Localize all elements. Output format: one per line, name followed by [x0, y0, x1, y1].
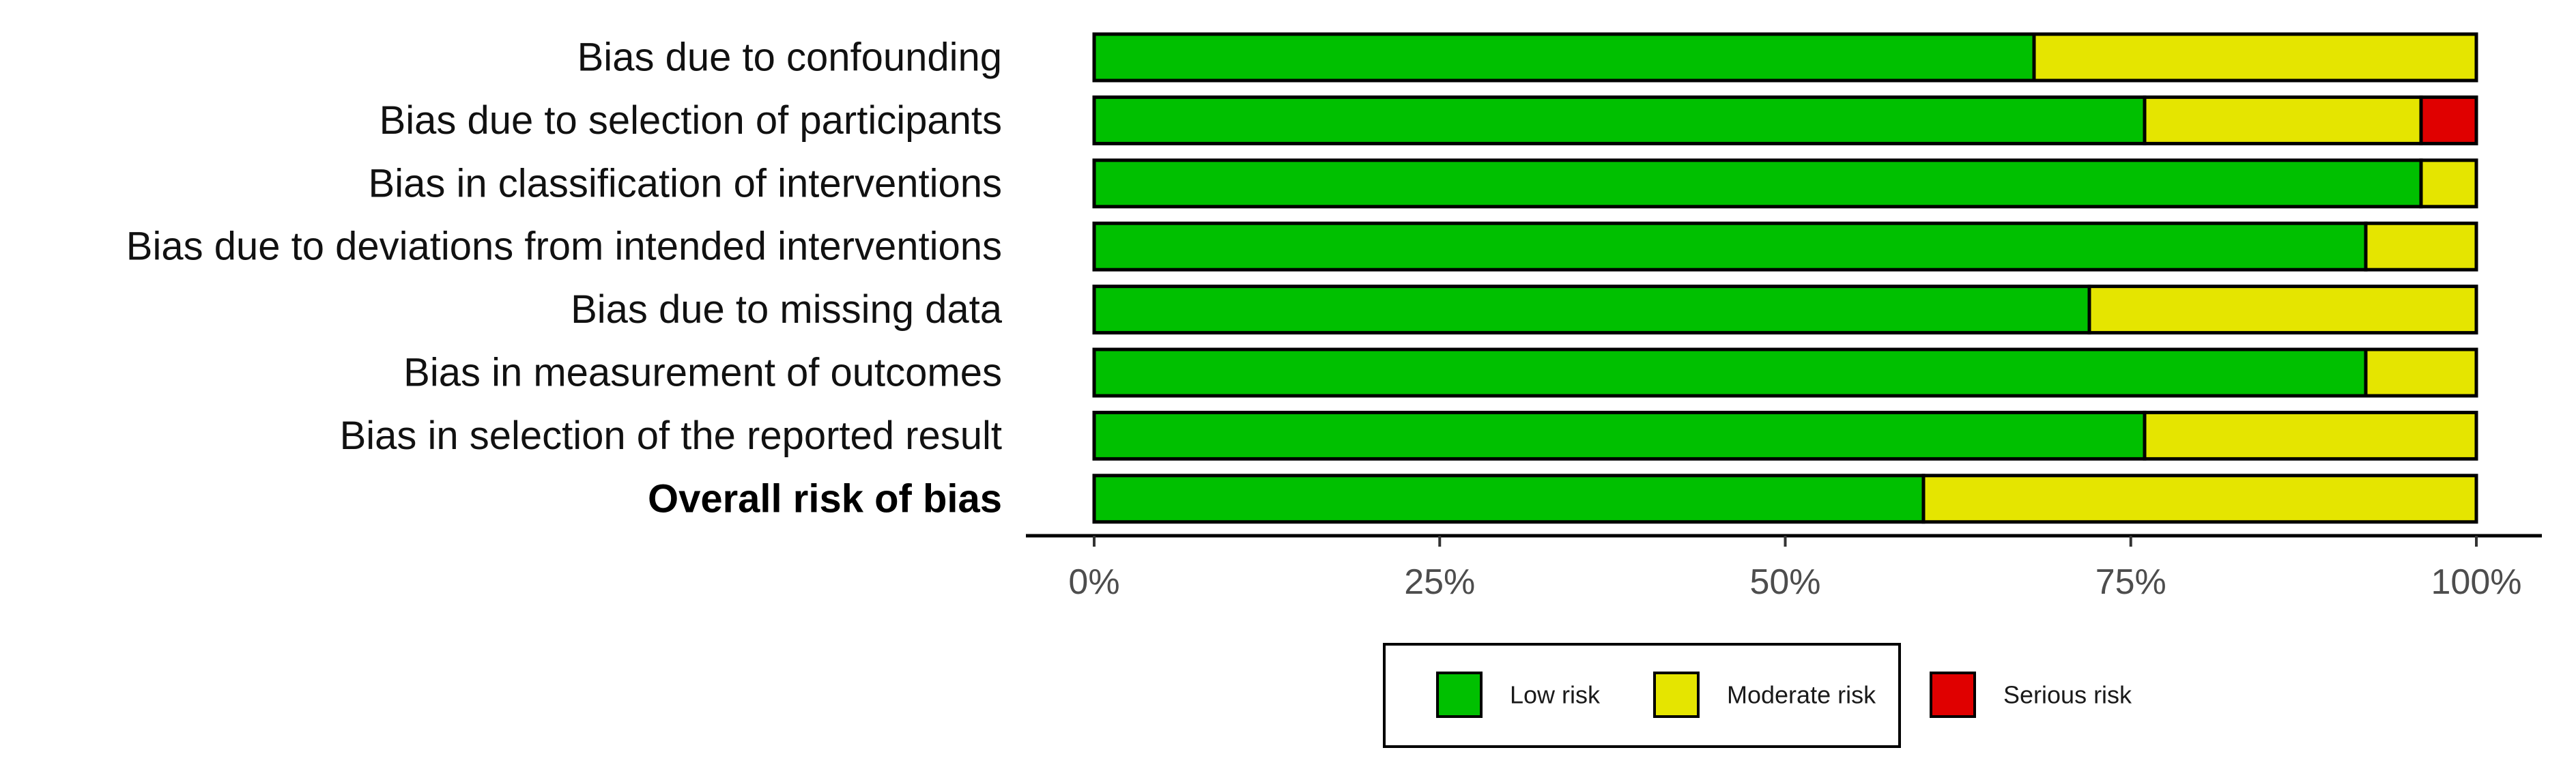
bars-group	[1092, 32, 2478, 524]
bar-moderate-risk-bias-due-to-selection-of-participants	[2143, 95, 2423, 145]
bar-low-risk-overall-risk-of-bias	[1092, 474, 1926, 524]
category-label: Bias due to selection of participants	[380, 98, 1002, 143]
legend-swatch-moderate-risk	[1653, 672, 1700, 718]
bar-low-risk-bias-in-classification-of-interventions	[1092, 158, 2423, 209]
bar-moderate-risk-bias-due-to-deviations-from-intended-interventions	[2364, 221, 2478, 272]
bar-low-risk-bias-due-to-confounding	[1092, 32, 2036, 83]
category-labels-group: Bias due to confounding Bias due to selec…	[126, 35, 1003, 521]
x-tick-label: 25%	[1404, 562, 1475, 602]
x-tick-label: 100%	[2431, 562, 2522, 602]
bar-low-risk-bias-due-to-selection-of-participants	[1092, 95, 2147, 145]
bar-low-risk-bias-due-to-missing-data	[1092, 285, 2091, 335]
category-label: Bias due to missing data	[571, 287, 1003, 332]
x-tick-label: 75%	[2095, 562, 2166, 602]
bar-moderate-risk-bias-in-measurement-of-outcomes	[2364, 347, 2478, 398]
category-label: Bias due to confounding	[577, 35, 1002, 80]
bar-low-risk-bias-due-to-deviations-from-intended-interventions	[1092, 221, 2368, 272]
legend-label-low-risk: Low risk	[1510, 681, 1601, 709]
legend-swatch-low-risk	[1436, 672, 1483, 718]
bar-moderate-risk-bias-in-selection-of-the-reported-result	[2143, 410, 2478, 461]
bar-low-risk-bias-in-measurement-of-outcomes	[1092, 347, 2368, 398]
legend: Low risk Moderate risk Serious risk	[1383, 643, 2132, 748]
x-tick-label: 0%	[1068, 562, 1119, 602]
legend-label-serious-risk: Serious risk	[2003, 681, 2132, 709]
x-tick-label: 50%	[1749, 562, 1820, 602]
bar-moderate-risk-bias-due-to-missing-data	[2087, 285, 2478, 335]
bar-moderate-risk-bias-due-to-confounding	[2032, 32, 2478, 83]
legend-label-moderate-risk: Moderate risk	[1727, 681, 1876, 709]
legend-swatch-serious-risk	[1930, 672, 1976, 718]
category-label: Bias due to deviations from intended int…	[126, 225, 1002, 269]
category-label: Overall risk of bias	[648, 476, 1002, 521]
x-ticks-group: 0% 25% 50% 75% 100%	[1068, 536, 2522, 602]
bar-low-risk-bias-in-selection-of-the-reported-result	[1092, 410, 2147, 461]
category-label: Bias in measurement of outcomes	[403, 351, 1002, 395]
bar-moderate-risk-bias-in-classification-of-interventions	[2419, 158, 2478, 209]
bar-serious-risk-bias-due-to-selection-of-participants	[2419, 95, 2478, 145]
category-label: Bias in selection of the reported result	[340, 414, 1002, 458]
category-label: Bias in classification of interventions	[369, 161, 1002, 205]
bar-moderate-risk-overall-risk-of-bias	[1921, 474, 2478, 524]
